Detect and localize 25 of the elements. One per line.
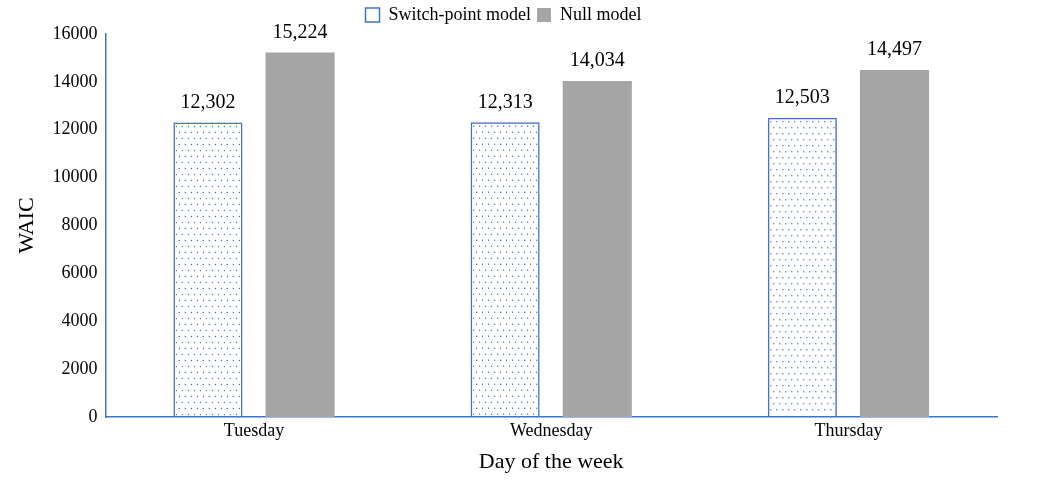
bar: [859, 69, 930, 417]
bar: [265, 52, 335, 417]
x-tick-label: Wednesday: [509, 419, 593, 440]
bar: [562, 81, 632, 417]
y-axis-title: WAIC: [12, 197, 38, 254]
y-tick-label: 4000: [61, 309, 98, 330]
data-label: 12,503: [774, 84, 830, 107]
data-label: 15,224: [272, 19, 328, 42]
y-tick-label: 12000: [52, 118, 98, 139]
y-tick-label: 8000: [61, 214, 98, 235]
legend-label: Switch-point model: [388, 3, 532, 24]
y-tick-label: 6000: [61, 262, 98, 283]
x-tick-label: Thursday: [814, 419, 883, 440]
y-tick-label: 0: [88, 405, 98, 426]
y-tick-label: 14000: [52, 70, 98, 91]
data-label: 14,497: [866, 37, 922, 60]
x-tick-label: Tuesday: [223, 419, 285, 440]
x-axis-title: Day of the week: [478, 447, 624, 473]
y-tick-label: 16000: [52, 22, 98, 43]
legend-label: Null model: [560, 3, 642, 24]
y-tick-label: 10000: [52, 166, 98, 187]
data-label: 12,313: [477, 89, 533, 112]
y-tick-label: 2000: [61, 357, 98, 378]
data-label: 14,034: [569, 48, 625, 71]
data-label: 12,302: [180, 89, 236, 112]
